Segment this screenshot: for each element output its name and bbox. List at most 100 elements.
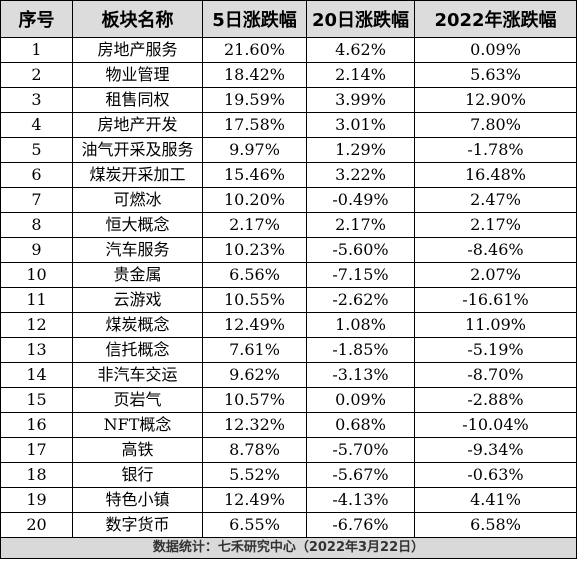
cell-20day-change: -5.67% bbox=[306, 462, 415, 488]
cell-ytd-change: 12.90% bbox=[414, 87, 577, 113]
footer-row: 数据统计：七禾研究中心（2022年3月22日） bbox=[0, 537, 577, 559]
cell-sector-name: 页岩气 bbox=[72, 387, 203, 413]
cell-20day-change: 2.14% bbox=[306, 62, 415, 88]
cell-5day-change: 2.17% bbox=[202, 212, 307, 238]
cell-5day-change: 15.46% bbox=[202, 162, 307, 188]
cell-ytd-change: 5.63% bbox=[414, 62, 577, 88]
cell-sector-name: 房地产开发 bbox=[72, 112, 203, 138]
table-row: 10 贵金属 6.56% -7.15% 2.07% bbox=[0, 262, 577, 288]
cell-ytd-change: 6.58% bbox=[414, 512, 577, 538]
cell-ytd-change: -2.88% bbox=[414, 387, 577, 413]
table-row: 6 煤炭开采加工 15.46% 3.22% 16.48% bbox=[0, 162, 577, 188]
table-row: 14 非汽车交运 9.62% -3.13% -8.70% bbox=[0, 362, 577, 388]
cell-ytd-change: 16.48% bbox=[414, 162, 577, 188]
cell-20day-change: -2.62% bbox=[306, 287, 415, 313]
cell-ytd-change: -0.63% bbox=[414, 462, 577, 488]
cell-5day-change: 6.55% bbox=[202, 512, 307, 538]
cell-ytd-change: -5.19% bbox=[414, 337, 577, 363]
cell-sector-name: 非汽车交运 bbox=[72, 362, 203, 388]
cell-rank: 16 bbox=[0, 412, 73, 438]
cell-5day-change: 10.23% bbox=[202, 237, 307, 263]
cell-rank: 12 bbox=[0, 312, 73, 338]
cell-ytd-change: -9.34% bbox=[414, 437, 577, 463]
cell-rank: 17 bbox=[0, 437, 73, 463]
cell-rank: 19 bbox=[0, 487, 73, 513]
cell-5day-change: 19.59% bbox=[202, 87, 307, 113]
table-row: 12 煤炭概念 12.49% 1.08% 11.09% bbox=[0, 312, 577, 338]
cell-sector-name: 汽车服务 bbox=[72, 237, 203, 263]
cell-rank: 15 bbox=[0, 387, 73, 413]
cell-20day-change: -5.70% bbox=[306, 437, 415, 463]
cell-20day-change: 1.29% bbox=[306, 137, 415, 163]
table-row: 18 银行 5.52% -5.67% -0.63% bbox=[0, 462, 577, 488]
cell-sector-name: 银行 bbox=[72, 462, 203, 488]
cell-rank: 2 bbox=[0, 62, 73, 88]
table-row: 3 租售同权 19.59% 3.99% 12.90% bbox=[0, 87, 577, 113]
cell-5day-change: 9.97% bbox=[202, 137, 307, 163]
cell-20day-change: -7.15% bbox=[306, 262, 415, 288]
cell-5day-change: 12.49% bbox=[202, 312, 307, 338]
cell-rank: 4 bbox=[0, 112, 73, 138]
source-note: 数据统计：七禾研究中心（2022年3月22日） bbox=[0, 537, 577, 559]
cell-ytd-change: -8.46% bbox=[414, 237, 577, 263]
cell-5day-change: 5.52% bbox=[202, 462, 307, 488]
cell-ytd-change: 2.07% bbox=[414, 262, 577, 288]
cell-sector-name: NFT概念 bbox=[72, 412, 203, 438]
cell-sector-name: 油气开采及服务 bbox=[72, 137, 203, 163]
cell-ytd-change: -8.70% bbox=[414, 362, 577, 388]
cell-sector-name: 特色小镇 bbox=[72, 487, 203, 513]
cell-sector-name: 煤炭概念 bbox=[72, 312, 203, 338]
cell-20day-change: -5.60% bbox=[306, 237, 415, 263]
cell-rank: 14 bbox=[0, 362, 73, 388]
cell-ytd-change: 2.47% bbox=[414, 187, 577, 213]
cell-sector-name: 房地产服务 bbox=[72, 37, 203, 63]
cell-sector-name: 云游戏 bbox=[72, 287, 203, 313]
cell-20day-change: 0.68% bbox=[306, 412, 415, 438]
table-row: 2 物业管理 18.42% 2.14% 5.63% bbox=[0, 62, 577, 88]
cell-5day-change: 12.49% bbox=[202, 487, 307, 513]
cell-sector-name: 煤炭开采加工 bbox=[72, 162, 203, 188]
cell-5day-change: 10.57% bbox=[202, 387, 307, 413]
cell-sector-name: 恒大概念 bbox=[72, 212, 203, 238]
cell-5day-change: 10.20% bbox=[202, 187, 307, 213]
cell-rank: 5 bbox=[0, 137, 73, 163]
cell-rank: 20 bbox=[0, 512, 73, 538]
cell-5day-change: 21.60% bbox=[202, 37, 307, 63]
cell-sector-name: 信托概念 bbox=[72, 337, 203, 363]
table-row: 17 高铁 8.78% -5.70% -9.34% bbox=[0, 437, 577, 463]
cell-5day-change: 8.78% bbox=[202, 437, 307, 463]
cell-sector-name: 高铁 bbox=[72, 437, 203, 463]
cell-20day-change: -6.76% bbox=[306, 512, 415, 538]
cell-ytd-change: -1.78% bbox=[414, 137, 577, 163]
table-row: 15 页岩气 10.57% 0.09% -2.88% bbox=[0, 387, 577, 413]
table-row: 20 数字货币 6.55% -6.76% 6.58% bbox=[0, 512, 577, 538]
cell-sector-name: 租售同权 bbox=[72, 87, 203, 113]
cell-sector-name: 可燃冰 bbox=[72, 187, 203, 213]
cell-rank: 6 bbox=[0, 162, 73, 188]
table-row: 8 恒大概念 2.17% 2.17% 2.17% bbox=[0, 212, 577, 238]
cell-20day-change: -3.13% bbox=[306, 362, 415, 388]
cell-rank: 13 bbox=[0, 337, 73, 363]
header-sector-name: 板块名称 bbox=[72, 0, 203, 38]
cell-20day-change: 4.62% bbox=[306, 37, 415, 63]
table-row: 9 汽车服务 10.23% -5.60% -8.46% bbox=[0, 237, 577, 263]
table-row: 19 特色小镇 12.49% -4.13% 4.41% bbox=[0, 487, 577, 513]
cell-5day-change: 17.58% bbox=[202, 112, 307, 138]
cell-ytd-change: -10.04% bbox=[414, 412, 577, 438]
cell-20day-change: 3.22% bbox=[306, 162, 415, 188]
cell-5day-change: 10.55% bbox=[202, 287, 307, 313]
table-row: 7 可燃冰 10.20% -0.49% 2.47% bbox=[0, 187, 577, 213]
cell-20day-change: 1.08% bbox=[306, 312, 415, 338]
cell-20day-change: -0.49% bbox=[306, 187, 415, 213]
cell-rank: 1 bbox=[0, 37, 73, 63]
cell-ytd-change: 11.09% bbox=[414, 312, 577, 338]
table-row: 16 NFT概念 12.32% 0.68% -10.04% bbox=[0, 412, 577, 438]
table-row: 11 云游戏 10.55% -2.62% -16.61% bbox=[0, 287, 577, 313]
cell-sector-name: 贵金属 bbox=[72, 262, 203, 288]
header-row: 序号 板块名称 5日涨跌幅 20日涨跌幅 2022年涨跌幅 bbox=[0, 0, 577, 38]
cell-20day-change: -1.85% bbox=[306, 337, 415, 363]
cell-rank: 7 bbox=[0, 187, 73, 213]
cell-rank: 10 bbox=[0, 262, 73, 288]
table-body: 1 房地产服务 21.60% 4.62% 0.09% 2 物业管理 18.42% 2.14% 5.… bbox=[0, 37, 577, 538]
